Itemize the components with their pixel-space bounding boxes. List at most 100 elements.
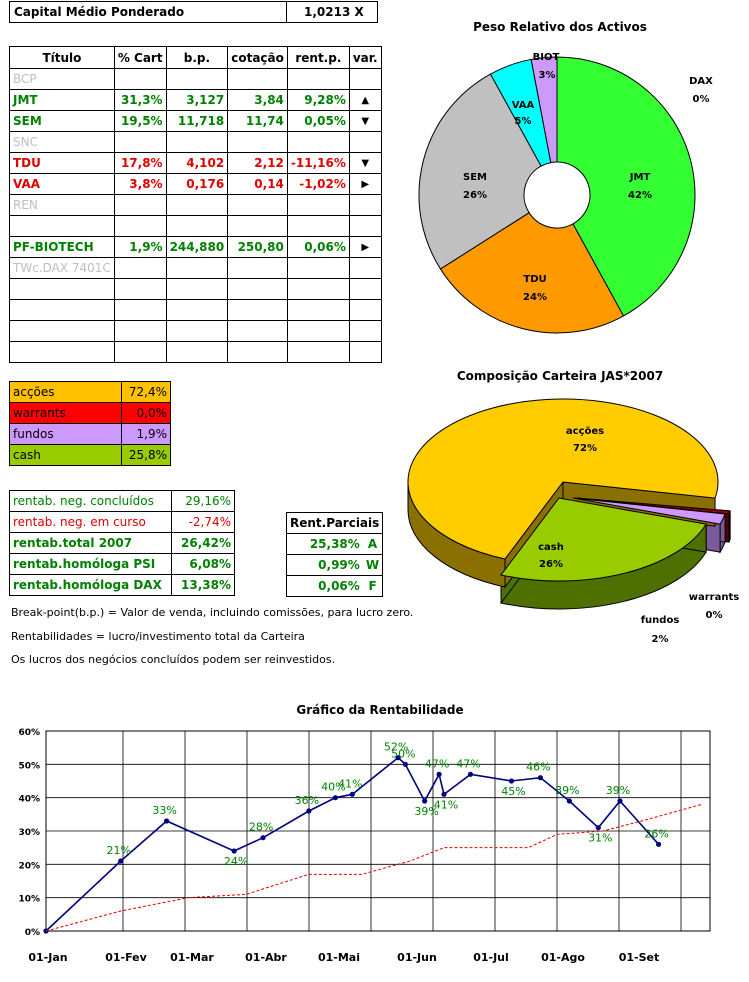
x-tick-label: 01-Jul: [473, 951, 509, 964]
table-row: SNC: [9, 131, 382, 153]
composition-table: acções 72,4% warrants 0,0% fundos 1,9% cash 25,…: [9, 381, 171, 466]
title-cell: VAA: [9, 173, 115, 195]
returns-value: 6,08%: [171, 553, 235, 575]
cart-cell: [113, 278, 167, 300]
partial-code: W: [362, 554, 384, 576]
bp-cell: 0,176: [165, 173, 229, 195]
returns-row: rentab.homóloga DAX 13,38%: [9, 574, 235, 596]
table-row: REN: [9, 194, 382, 216]
bp-cell: 3,127: [165, 89, 229, 111]
data-point: [422, 798, 428, 804]
rent-cell: 0,05%: [286, 110, 350, 132]
title-cell: TDU: [9, 152, 115, 174]
slice-name-label: DAX: [689, 76, 713, 87]
cart-cell: [113, 299, 167, 321]
capital-label: Capital Médio Ponderado: [14, 5, 185, 19]
column-header: Título: [9, 46, 115, 69]
asset-weight-pie: JMT 42% TDU 24% SEM 26% VAA 5% BIOT 3% DAX 0%: [418, 52, 713, 334]
data-point: [402, 761, 408, 767]
cot-cell: [227, 299, 288, 321]
data-point: [595, 825, 601, 831]
cot-cell: 0,14: [227, 173, 288, 195]
data-label: 46%: [526, 761, 550, 774]
var-cell: ▼: [348, 152, 382, 174]
slice-value-label: 3%: [539, 70, 556, 81]
var-cell: ▼: [348, 110, 382, 132]
data-label: 41%: [434, 798, 458, 811]
table-row: [9, 341, 382, 363]
table-row: PF-BIOTECH 1,9% 244,880 250,80 0,06% ▶: [9, 236, 382, 258]
bp-cell: [165, 131, 229, 153]
data-label: 26%: [644, 827, 668, 840]
pie-slice: [418, 73, 542, 270]
x-tick-label: 01-Ago: [541, 951, 585, 964]
cot-cell: [227, 341, 288, 363]
bp-cell: 4,102: [165, 152, 229, 174]
data-label: 31%: [588, 832, 612, 845]
slice-name-label: cash: [538, 542, 564, 553]
slice-value-label: 26%: [463, 190, 487, 201]
return-line-chart: 0% 10% 20% 30% 40% 50% 60% 01-Jan 01-Fev 01-Mar 01…: [18, 728, 711, 964]
table-row: SEM 19,5% 11,718 11,74 0,05% ▼: [9, 110, 382, 132]
cot-cell: [227, 131, 288, 153]
table-row: TWc.DAX 7401C: [9, 257, 382, 279]
cart-cell: [113, 320, 167, 342]
x-tick-label: 01-Jan: [28, 951, 67, 964]
cart-cell: 17,8%: [113, 152, 167, 174]
partial-header: Rent.Parciais: [285, 512, 384, 534]
pie-slice: [556, 56, 696, 317]
data-label: 45%: [501, 785, 525, 798]
composition-row: warrants 0,0%: [9, 402, 171, 424]
cart-cell: [113, 257, 167, 279]
data-label: 41%: [338, 777, 362, 790]
var-cell: ▲: [348, 89, 382, 111]
capital-header: Capital Médio Ponderado 1,0213 X: [9, 1, 378, 23]
cart-cell: [113, 215, 167, 237]
slice-name-label: TDU: [523, 274, 546, 285]
composition-label: fundos: [9, 423, 122, 445]
returns-row: rentab. neg. concluídos 29,16%: [9, 490, 235, 512]
y-tick-label: 60%: [18, 728, 40, 738]
cart-cell: [113, 194, 167, 216]
note-breakpoint: Break-point(b.p.) = Valor de venda, incl…: [11, 606, 414, 619]
cart-cell: [113, 341, 167, 363]
table-row: BCP: [9, 68, 382, 90]
composition-value: 1,9%: [121, 423, 171, 445]
partial-row: 0,99% W: [285, 554, 384, 576]
note-rentabilidades: Rentabilidades = lucro/investimento tota…: [11, 630, 305, 643]
pie2-title: Composição Carteira JAS*2007: [456, 369, 664, 383]
var-cell: [348, 299, 382, 321]
var-cell: [348, 320, 382, 342]
slice-value-label: 26%: [539, 559, 563, 570]
data-label: 47%: [456, 757, 480, 770]
returns-value: 13,38%: [171, 574, 235, 596]
rent-cell: [286, 215, 350, 237]
x-tick-label: 01-Fev: [105, 951, 147, 964]
composition-row: acções 72,4%: [9, 381, 171, 403]
returns-row: rentab.total 2007 26,42%: [9, 532, 235, 554]
var-cell: [348, 341, 382, 363]
column-header: var.: [348, 46, 382, 69]
returns-label: rentab. neg. em curso: [9, 511, 172, 533]
composition-value: 72,4%: [121, 381, 171, 403]
data-label: 24%: [224, 855, 248, 868]
cot-cell: [227, 215, 288, 237]
title-cell: BCP: [9, 68, 115, 90]
rent-cell: -1,02%: [286, 173, 350, 195]
pie-slice: [572, 497, 726, 525]
data-label: 52%: [384, 741, 408, 754]
data-label: 39%: [414, 805, 438, 818]
y-tick-label: 10%: [18, 895, 40, 905]
returns-label: rentab.homóloga PSI: [9, 553, 172, 575]
title-cell: SNC: [9, 131, 115, 153]
title-cell: REN: [9, 194, 115, 216]
cart-cell: 31,3%: [113, 89, 167, 111]
title-cell: [9, 341, 115, 363]
slice-value-label: 42%: [628, 190, 652, 201]
data-point: [231, 848, 237, 854]
partial-row: 25,38% A: [285, 533, 384, 555]
slice-value-label: 0%: [693, 94, 710, 105]
x-tick-label: 01-Mai: [318, 951, 360, 964]
cart-cell: 19,5%: [113, 110, 167, 132]
data-point: [395, 755, 401, 761]
